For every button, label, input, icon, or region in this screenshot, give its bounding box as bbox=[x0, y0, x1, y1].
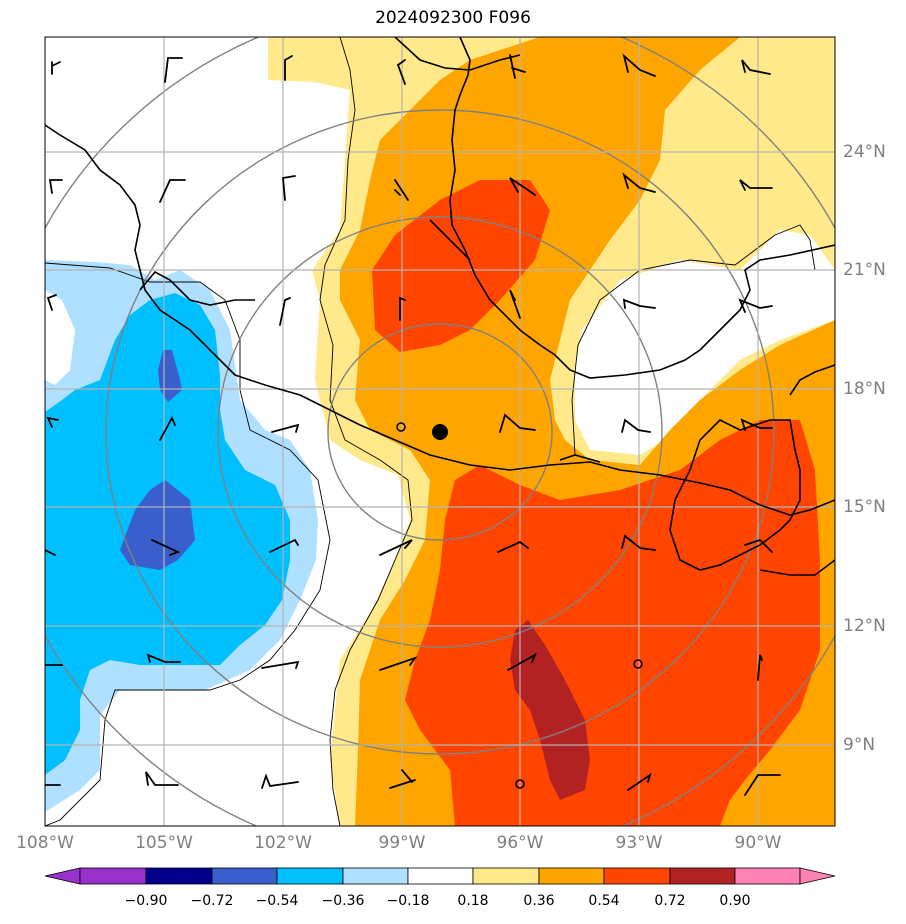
lon-label-99w: 99°W bbox=[378, 833, 426, 853]
plot-title: 2024092300 F096 bbox=[375, 8, 531, 28]
calm-markers bbox=[396, 422, 643, 789]
lat-label-15n: 15°N bbox=[843, 497, 886, 517]
graticule bbox=[45, 37, 835, 826]
colorbar-tick-label: 0.54 bbox=[588, 893, 620, 909]
lat-label-12n: 12°N bbox=[843, 616, 886, 636]
lon-label-93w: 93°W bbox=[615, 833, 663, 853]
coastlines bbox=[45, 37, 835, 576]
colorbar-seg-9 bbox=[603, 867, 671, 885]
colorbar-tick-label: 0.18 bbox=[457, 893, 489, 909]
map-panel bbox=[45, 37, 835, 826]
lon-label-96w: 96°W bbox=[496, 833, 544, 853]
colorbar-tick-label: 0.72 bbox=[654, 893, 686, 909]
contour-fill-neg-018-hole bbox=[45, 290, 75, 385]
wind-barbs bbox=[45, 53, 781, 796]
lon-label-90w: 90°W bbox=[734, 833, 782, 853]
colorbar-seg-11 bbox=[734, 867, 801, 885]
contour-fill-pos-054-b bbox=[405, 420, 820, 826]
contour-fill-pos-054-a bbox=[372, 180, 550, 352]
lon-label-105w: 105°W bbox=[135, 833, 193, 853]
colorbar-tick-label: 0.36 bbox=[523, 893, 555, 909]
colorbar-tick-label: −0.18 bbox=[386, 893, 430, 909]
lat-label-9n: 9°N bbox=[843, 735, 876, 755]
colorbar-seg-3 bbox=[211, 867, 278, 885]
colorbar-tick-label: −0.36 bbox=[321, 893, 365, 909]
colorbar bbox=[44, 867, 836, 885]
lat-label-24n: 24°N bbox=[843, 142, 886, 162]
colorbar-extend-left bbox=[44, 867, 81, 885]
colorbar-seg-8 bbox=[538, 867, 605, 885]
lat-label-18n: 18°N bbox=[843, 379, 886, 399]
colorbar-tick-label: −0.90 bbox=[124, 893, 168, 909]
contour-fill-pos-072 bbox=[510, 620, 590, 800]
contour-line-zero-c bbox=[571, 224, 816, 456]
contour-line-zero bbox=[319, 37, 413, 826]
colorbar-seg-5 bbox=[342, 867, 409, 885]
colorbar-tick-label: −0.54 bbox=[255, 893, 299, 909]
lon-label-102w: 102°W bbox=[254, 833, 312, 853]
contour-fill-neg-018-a bbox=[575, 230, 835, 455]
lat-label-21n: 21°N bbox=[843, 260, 886, 280]
plot-frame bbox=[44, 36, 836, 827]
colorbar-seg-6 bbox=[407, 867, 474, 885]
colorbar-seg-7 bbox=[472, 867, 540, 885]
colorbar-seg-1 bbox=[79, 867, 147, 885]
colorbar-seg-2 bbox=[145, 867, 213, 885]
colorbar-tick-label: 0.90 bbox=[719, 893, 751, 909]
storm-center-marker bbox=[432, 424, 448, 440]
range-rings bbox=[45, 37, 835, 826]
colorbar-seg-10 bbox=[669, 867, 736, 885]
colorbar-extend-right bbox=[799, 867, 836, 885]
colorbar-tick-label: −0.72 bbox=[190, 893, 234, 909]
contour-fill-neg-054-b bbox=[120, 480, 195, 570]
contour-line-zero-b bbox=[45, 262, 331, 826]
lon-label-108w: 108°W bbox=[16, 833, 74, 853]
colorbar-seg-4 bbox=[276, 867, 344, 885]
